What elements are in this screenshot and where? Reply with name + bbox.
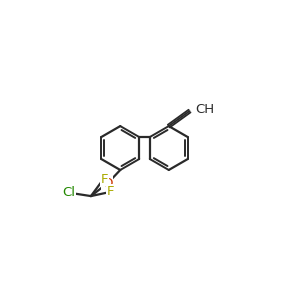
Text: O: O — [102, 177, 112, 190]
Text: F: F — [107, 185, 114, 198]
Text: CH: CH — [195, 103, 214, 116]
Text: Cl: Cl — [62, 186, 75, 199]
Text: F: F — [101, 173, 109, 186]
